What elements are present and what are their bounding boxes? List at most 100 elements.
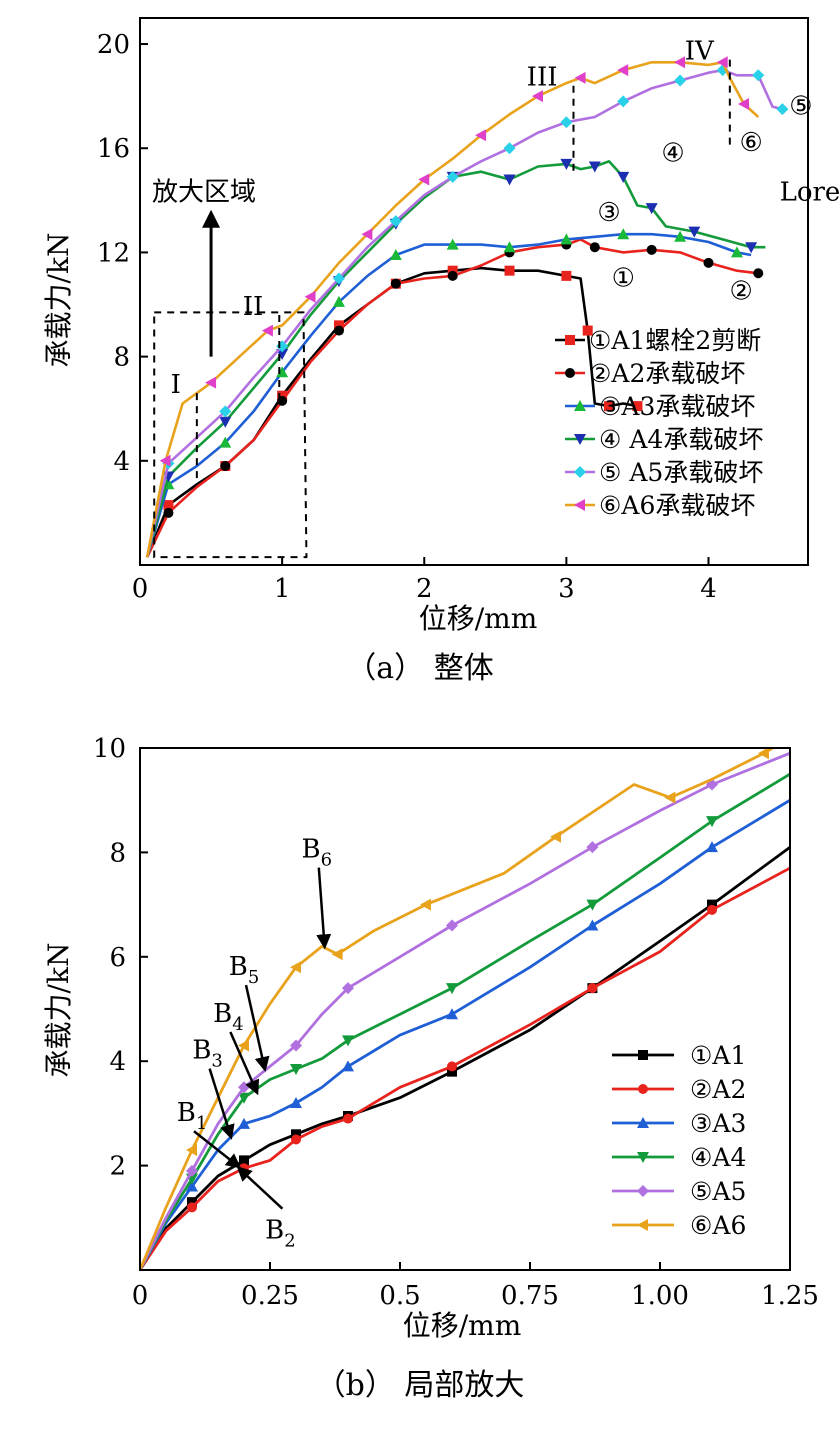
panel-a-legend-item-A1: ①A1螺栓2剪断 — [555, 326, 761, 355]
panel-b-point-A5 — [186, 1164, 198, 1177]
panel-a-point-A4 — [276, 349, 289, 361]
panel-a-series-A4 — [145, 158, 766, 558]
panel-b-point-A2 — [447, 1061, 457, 1072]
panel-b-series-A5 — [140, 751, 790, 1270]
point-label-subscript: 2 — [284, 1231, 295, 1252]
panel-a-point-A4 — [745, 242, 758, 254]
panel-a-point-A3 — [389, 249, 402, 261]
panel-a-point-A2 — [703, 257, 714, 268]
panel-a-plot-frame — [139, 17, 809, 566]
point-arrow — [244, 984, 270, 1072]
legend-label: ③A3 — [690, 1109, 746, 1138]
panel-b-caption: （b） 局部放大 — [316, 1368, 525, 1403]
point-label: B5 — [229, 952, 260, 988]
stage-label: III — [527, 63, 558, 93]
legend-marker — [565, 335, 575, 345]
panel-a-point-A1 — [632, 401, 643, 412]
panel-a-y-tick-label: 12 — [97, 238, 130, 268]
panel-a-point-A6 — [738, 97, 750, 110]
panel-a-legend-item-A5: ⑤ A5承载破坏 — [565, 458, 763, 487]
panel-b-y-tick-label: 10 — [93, 734, 126, 764]
panel-b-series-A4 — [140, 772, 790, 1270]
panel-b-point-A1 — [291, 1129, 301, 1140]
panel-a-point-A4 — [560, 158, 573, 170]
panel-b-series-A6 — [140, 748, 776, 1270]
panel-b-point-A1 — [239, 1155, 249, 1166]
panel-b-plot-frame — [139, 747, 791, 1271]
panel-a-point-A6 — [361, 228, 373, 241]
panel-b-line-A6 — [140, 748, 776, 1270]
panel-b-point-A2 — [187, 1202, 197, 1213]
panel-a-point-A5 — [389, 215, 402, 228]
legend-label: ①A1 — [690, 1041, 746, 1070]
panel-b-series-A3 — [140, 799, 790, 1270]
panel-a-point-A2 — [753, 268, 764, 279]
panel-b-legend-item-A3: ③A3 — [612, 1109, 746, 1138]
panel-a-y-tick-label: 16 — [97, 134, 130, 164]
panel-a-point-A1 — [333, 320, 344, 331]
panel-a-point-A6 — [261, 324, 273, 337]
point-label-subscript: 6 — [321, 850, 332, 871]
panel-b-point-A4 — [238, 1092, 250, 1104]
panel-a-point-A2 — [589, 242, 600, 253]
point-annotation-B6: B6 — [302, 835, 333, 950]
panel-a-legend: ①A1螺栓2剪断 ②A2承载破坏 ③A3承载破坏 ④ A4承载破坏 ⑤ A5承载破坏 ⑥A… — [555, 326, 763, 520]
legend-marker — [637, 1152, 649, 1163]
panel-b-point-A6 — [186, 1143, 197, 1156]
point-arrow — [193, 1130, 242, 1169]
panel-b-y-tick-label: 2 — [109, 1152, 126, 1182]
panel-a-x-tick-label: 3 — [558, 574, 575, 604]
panel-a-point-A5 — [332, 272, 345, 285]
panel-a-point-A6 — [205, 376, 217, 389]
panel-a-point-A4 — [503, 174, 516, 186]
panel-a-point-A6 — [159, 454, 171, 467]
panel-a-y-tick-label: 8 — [113, 343, 130, 373]
point-arrow — [208, 1068, 235, 1140]
panel-b-x-tick-label: 0 — [132, 1281, 149, 1311]
panel-b-line-A1 — [140, 846, 790, 1270]
panel-b-ticks: 0 0.25 0.5 0.75 1.00 1.25 2 4 6 8 10 — [93, 734, 819, 1311]
legend-marker — [574, 466, 586, 478]
panel-b-point-A6 — [290, 961, 301, 974]
panel-a-point-A2 — [220, 461, 231, 472]
panel-b-point-A5 — [446, 919, 458, 932]
point-label: B4 — [213, 999, 244, 1035]
panel-b-point-A2 — [291, 1134, 301, 1145]
panel-b-y-tick-label: 8 — [109, 838, 126, 868]
panel-b-legend-item-A4: ④A4 — [612, 1143, 746, 1172]
panel-a-point-A1 — [447, 265, 458, 276]
stage-label: I — [171, 370, 181, 400]
panel-b-legend-item-A5: ⑤A5 — [612, 1177, 746, 1206]
panel-b-point-A1 — [187, 1197, 197, 1208]
panel-b-point-A6 — [331, 948, 343, 961]
panel-b-y-axis-title: 承载力/kN — [42, 943, 75, 1078]
panel-a-point-A3 — [219, 436, 232, 448]
panel-b-point-A4 — [446, 983, 458, 995]
panel-a-point-A4 — [219, 416, 232, 428]
legend-marker — [574, 499, 585, 511]
point-label: B2 — [265, 1216, 296, 1252]
panel-a-legend-item-A2: ②A2承载破坏 — [555, 359, 745, 388]
panel-a-point-A3 — [446, 238, 459, 250]
panel-b-line-A3 — [140, 799, 790, 1270]
panel-a-point-A6 — [418, 173, 430, 186]
panel-a-point-A3 — [617, 228, 630, 240]
panel-b-point-A4 — [586, 899, 599, 911]
zoom-region-box — [153, 311, 308, 559]
point-label-subscript: 3 — [211, 1051, 222, 1072]
point-label-subscript: 4 — [232, 1014, 243, 1035]
panel-b-x-axis-title: 位移/mm — [403, 1309, 522, 1342]
legend-marker — [637, 1185, 649, 1197]
curve-label: Lorem I — [780, 177, 840, 207]
panel-a-point-A6 — [475, 129, 487, 142]
panel-a-point-A1 — [561, 270, 572, 281]
panel-a-point-A4 — [688, 226, 701, 238]
point-label: B6 — [302, 835, 333, 871]
panel-a-point-A6 — [531, 90, 543, 103]
panel-b-point-A6 — [758, 748, 769, 760]
panel-a-point-A2 — [333, 325, 344, 336]
panel-a-y-axis-title: 承载力/kN — [42, 233, 75, 368]
panel-b-legend-item-A6: ⑥A6 — [612, 1211, 746, 1240]
